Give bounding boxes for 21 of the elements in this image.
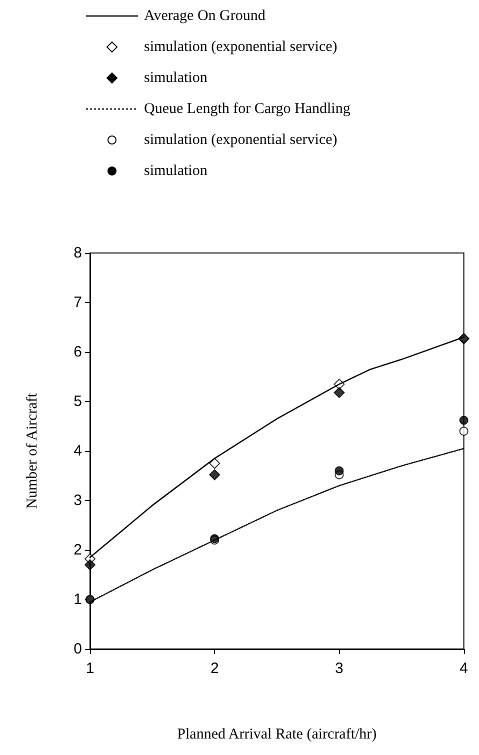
y-tick-label: 0 (74, 640, 82, 658)
y-tick-label: 8 (74, 244, 82, 262)
y-tick-label: 4 (74, 442, 82, 460)
legend-label: simulation (144, 163, 208, 179)
y-tick-label: 5 (74, 393, 82, 410)
y-tick-label: 1 (74, 591, 82, 608)
legend-label: simulation (exponential service) (144, 39, 338, 55)
y-axis-title: Number of Aircraft (24, 392, 40, 509)
x-axis-title: Planned Arrival Rate (aircraft/hr) (177, 726, 377, 742)
x-tick-label: 4 (460, 660, 468, 677)
y-tick-label: 3 (74, 492, 82, 509)
y-tick-label: 7 (74, 294, 82, 311)
legend-label: Queue Length for Cargo Handling (144, 101, 351, 117)
y-tick-label: 2 (74, 542, 82, 558)
legend-label: Average On Ground (144, 8, 266, 24)
x-tick-label: 2 (210, 660, 219, 677)
legend-label: simulation (144, 70, 208, 86)
legend-label: simulation (exponential service) (144, 132, 338, 148)
x-tick-label: 1 (86, 660, 94, 677)
y-tick-label: 6 (74, 344, 82, 360)
x-tick-label: 3 (335, 660, 344, 677)
